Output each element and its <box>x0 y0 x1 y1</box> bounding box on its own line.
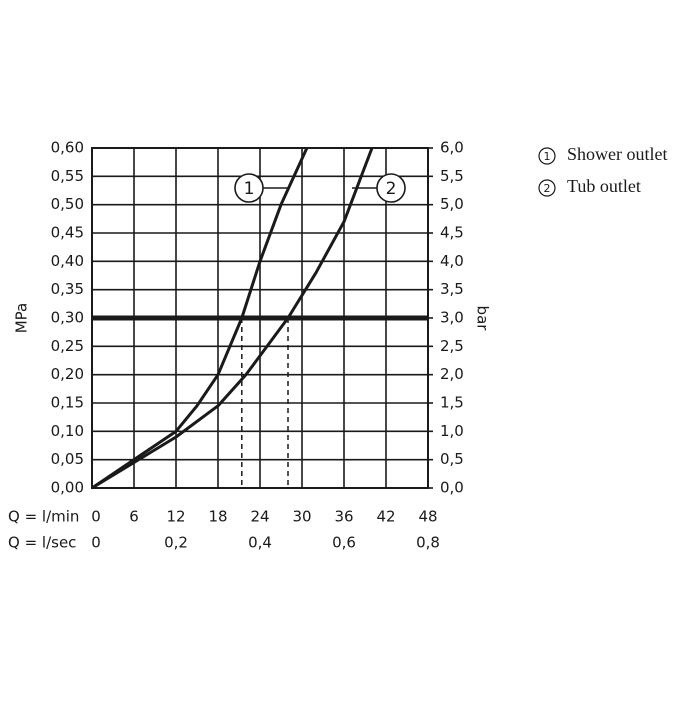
y-tick-label: 0,25 <box>51 337 84 355</box>
x-tick-label: 42 <box>376 508 395 526</box>
y2-tick-label: 4,5 <box>440 224 464 242</box>
y2-tick-label: 3,0 <box>440 309 464 327</box>
y-axis-label: MPa <box>13 303 31 334</box>
y2-tick-label: 6,0 <box>440 139 464 157</box>
curve-label: 2 <box>386 179 397 199</box>
y-tick-label: 0,00 <box>51 479 84 497</box>
y-tick-label: 0,40 <box>51 252 84 270</box>
legend-label: Tub outlet <box>567 176 641 196</box>
legend-label: Shower outlet <box>567 144 668 164</box>
y-tick-label: 0,15 <box>51 394 84 412</box>
y-tick-label: 0,35 <box>51 280 84 298</box>
y2-tick-label: 3,5 <box>440 280 464 298</box>
curve-label: 1 <box>244 179 255 199</box>
x-tick-label: 18 <box>208 508 227 526</box>
y2-tick-label: 0,0 <box>440 479 464 497</box>
x-tick-label: 0 <box>91 508 101 526</box>
y2-tick-label: 5,0 <box>440 195 464 213</box>
curve <box>91 147 309 490</box>
x-tick-label: 6 <box>129 508 139 526</box>
y-tick-label: 0,20 <box>51 365 84 383</box>
y-tick-label: 0,10 <box>51 422 84 440</box>
legend-circle <box>538 179 556 197</box>
legend-marker: 1 <box>544 150 551 163</box>
legend-marker: 2 <box>544 182 551 195</box>
x2-tick-label: 0,2 <box>164 534 188 552</box>
y-tick-label: 0,60 <box>51 139 84 157</box>
x-tick-label: 12 <box>166 508 185 526</box>
y-tick-label: 0,30 <box>51 309 84 327</box>
y2-tick-label: 5,5 <box>440 167 464 185</box>
x-tick-label: 48 <box>418 508 437 526</box>
x-tick-label: 30 <box>292 508 311 526</box>
curve-label-circle <box>234 173 264 203</box>
y2-axis-label: bar <box>474 306 492 332</box>
x2-tick-label: 0,6 <box>332 534 356 552</box>
legend-circle <box>538 147 556 165</box>
y-tick-label: 0,55 <box>51 167 84 185</box>
curve-label-circle <box>376 173 406 203</box>
x2-tick-label: 0,8 <box>416 534 440 552</box>
x-tick-label: 36 <box>334 508 353 526</box>
x-axis-label: Q = l/min <box>8 508 79 526</box>
y-tick-label: 0,50 <box>51 195 84 213</box>
y2-tick-label: 4,0 <box>440 252 464 270</box>
x2-tick-label: 0 <box>91 534 101 552</box>
y2-tick-label: 2,0 <box>440 365 464 383</box>
y2-tick-label: 1,5 <box>440 394 464 412</box>
y-tick-label: 0,45 <box>51 224 84 242</box>
y2-tick-label: 0,5 <box>440 450 464 468</box>
y2-tick-label: 1,0 <box>440 422 464 440</box>
x2-tick-label: 0,4 <box>248 534 272 552</box>
x-tick-label: 24 <box>250 508 269 526</box>
curve <box>91 147 374 490</box>
x2-axis-label: Q = l/sec <box>8 534 76 552</box>
y2-tick-label: 2,5 <box>440 337 464 355</box>
y-tick-label: 0,05 <box>51 450 84 468</box>
